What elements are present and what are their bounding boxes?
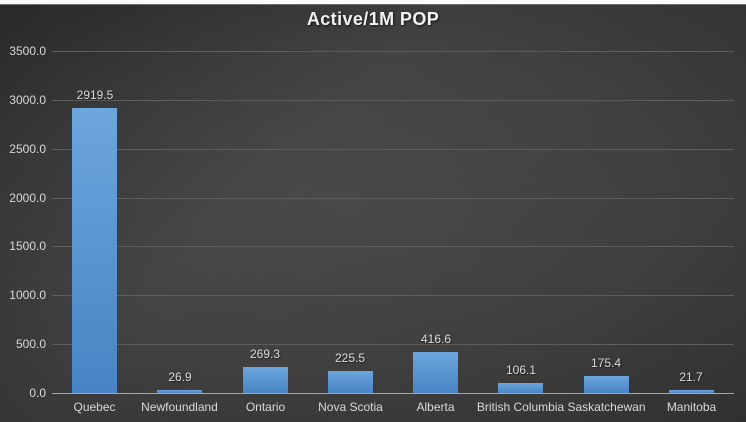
data-label: 106.1: [505, 363, 537, 377]
bar-ontario[interactable]: [243, 367, 288, 393]
data-label: 225.5: [334, 351, 366, 365]
category-label: Alberta: [416, 400, 455, 414]
y-axis-tick-label: 500.0: [15, 337, 46, 351]
y-gridline: [52, 344, 734, 345]
category-label: British Columbia: [476, 400, 565, 414]
y-axis-tick-label: 3500.0: [9, 44, 46, 58]
y-axis-tick-label: 3000.0: [9, 93, 46, 107]
x-axis-line: [52, 393, 734, 394]
y-gridline: [52, 246, 734, 247]
chart-title[interactable]: Active/1M POP: [306, 9, 440, 29]
data-label: 26.9: [168, 370, 192, 384]
category-label: Nova Scotia: [318, 400, 383, 414]
bar-manitoba[interactable]: [669, 390, 714, 393]
y-gridline: [52, 100, 734, 101]
y-axis-tick-label: 1500.0: [9, 239, 46, 253]
bar-alberta[interactable]: [413, 352, 458, 393]
data-label: 416.6: [420, 332, 452, 346]
data-label: 2919.5: [76, 88, 114, 102]
y-gridline: [52, 51, 734, 52]
bar-newfoundland[interactable]: [157, 390, 202, 393]
y-gridline: [52, 198, 734, 199]
data-label: 21.7: [679, 370, 703, 384]
y-gridline: [52, 295, 734, 296]
bar-saskatchewan[interactable]: [584, 376, 629, 393]
category-label: Ontario: [245, 400, 286, 414]
bar-quebec[interactable]: [72, 108, 117, 393]
y-axis-tick-label: 1000.0: [9, 288, 46, 302]
y-axis-tick-label: 2000.0: [9, 191, 46, 205]
category-label: Quebec: [73, 400, 116, 414]
category-label: Newfoundland: [141, 400, 218, 414]
bar-british-columbia[interactable]: [498, 383, 543, 393]
data-label: 269.3: [249, 347, 281, 361]
data-label: 175.4: [590, 356, 622, 370]
category-label: Manitoba: [666, 400, 717, 414]
y-gridline: [52, 149, 734, 150]
y-axis-tick-label: 2500.0: [9, 142, 46, 156]
worksheet-edge-strip: [0, 0, 746, 4]
chart-background[interactable]: [0, 4, 746, 422]
category-label: Saskatchewan: [567, 400, 646, 414]
y-axis-tick-label: 0.0: [29, 386, 46, 400]
bar-nova-scotia[interactable]: [328, 371, 373, 393]
